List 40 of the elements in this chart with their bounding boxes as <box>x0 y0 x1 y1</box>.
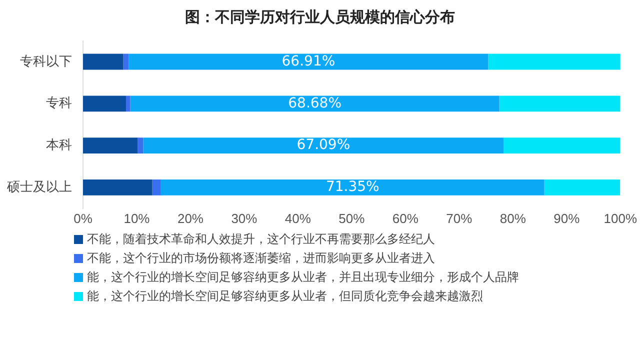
x-tick-label: 20% <box>177 210 204 226</box>
x-tick-label: 40% <box>284 210 312 226</box>
bar <box>143 138 504 154</box>
bar <box>123 54 129 70</box>
bar <box>544 179 620 196</box>
bar <box>83 54 124 70</box>
data-label: 66.91% <box>282 53 336 70</box>
bar <box>152 179 161 196</box>
data-label: 67.09% <box>296 137 350 154</box>
bar <box>138 138 144 154</box>
data-label: 71.35% <box>326 179 380 196</box>
y-tick-label: 专科以下 <box>20 53 72 68</box>
x-tick-label: 30% <box>231 210 258 226</box>
bar <box>160 179 544 196</box>
x-tick-label: 100% <box>604 210 638 226</box>
x-tick-label: 60% <box>392 210 419 226</box>
x-tick-label: 50% <box>338 210 366 226</box>
data-label: 68.68% <box>288 95 342 112</box>
x-tick-label: 10% <box>124 210 150 226</box>
chart-title: 图：不同学历对行业人员规模的信心分布 <box>184 8 456 28</box>
bar <box>83 179 152 196</box>
x-tick-label: 90% <box>554 210 580 226</box>
bar <box>126 96 130 112</box>
x-tick-label: 0% <box>74 210 93 226</box>
y-tick-label: 本科 <box>46 137 72 152</box>
bar <box>504 138 620 154</box>
legend-label: 不能，随着技术革命和人效提升，这个行业不再需要那么多经纪人 <box>87 231 435 248</box>
bar <box>499 96 620 112</box>
legend-label: 能，这个行业的增长空间足够容纳更多从业者，但同质化竞争会越来越激烈 <box>87 288 483 305</box>
bar <box>128 54 488 70</box>
bar <box>130 96 500 112</box>
x-tick-label: 80% <box>500 210 526 226</box>
legend-label: 能，这个行业的增长空间足够容纳更多从业者，并且出现专业细分，形成个人品牌 <box>87 269 519 286</box>
y-tick-label: 硕士及以上 <box>6 179 72 194</box>
x-tick-label: 70% <box>446 210 473 226</box>
bar <box>83 96 126 112</box>
bar <box>83 138 138 154</box>
legend-label: 不能，这个行业的市场份额将逐渐萎缩，进而影响更多从业者进入 <box>87 250 435 267</box>
y-tick-label: 专科 <box>46 95 72 110</box>
bar <box>488 54 620 70</box>
